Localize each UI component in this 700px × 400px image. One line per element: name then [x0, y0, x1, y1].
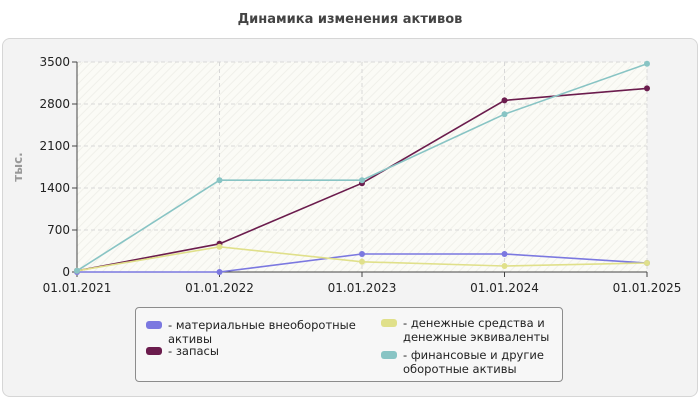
data-point [644, 85, 650, 92]
x-tick-label: 01.01.2025 [613, 281, 682, 295]
x-tick-label: 01.01.2021 [43, 281, 112, 295]
y-tick-label: 3500 [39, 55, 70, 69]
y-tick-label: 700 [47, 223, 70, 237]
x-tick-label: 01.01.2024 [470, 281, 539, 295]
y-tick-label: 2800 [39, 97, 70, 111]
data-point [644, 260, 650, 266]
chart-title: Динамика изменения активов [237, 12, 463, 27]
legend-swatch [146, 321, 162, 329]
legend-swatch [381, 351, 397, 359]
data-point [501, 111, 508, 118]
y-tick-label: 2100 [39, 139, 70, 153]
series-lines [74, 60, 650, 275]
data-point [644, 60, 650, 67]
data-point [216, 269, 223, 275]
data-point [501, 251, 508, 257]
y-tick-label: 1400 [39, 181, 70, 195]
legend-swatch [146, 347, 162, 355]
data-point [216, 243, 223, 250]
legend: - материальные внеоборотные активы - зап… [135, 307, 563, 382]
legend-label: материальные внеоборотные активы [168, 318, 356, 346]
data-point [359, 251, 365, 257]
grid-lines [77, 61, 648, 272]
legend-label: запасы [175, 344, 219, 358]
y-axis-label: тыс. [11, 152, 25, 181]
legend-label: финансовые и другие оборотные активы [403, 348, 544, 376]
y-tick-label: 0 [62, 265, 70, 279]
x-tick-label: 01.01.2023 [328, 281, 397, 295]
legend-label: денежные средства и денежные эквиваленты [403, 316, 550, 344]
data-point [501, 97, 508, 104]
data-point [359, 258, 365, 265]
data-point [359, 177, 365, 184]
data-point [74, 267, 80, 274]
data-point [501, 263, 508, 269]
axes: 0 700 1400 2100 2800 3500 01.01.2021 01.01.2022… [39, 55, 681, 295]
data-point [216, 177, 223, 184]
x-tick-label: 01.01.2022 [185, 281, 254, 295]
legend-swatch [381, 319, 397, 327]
